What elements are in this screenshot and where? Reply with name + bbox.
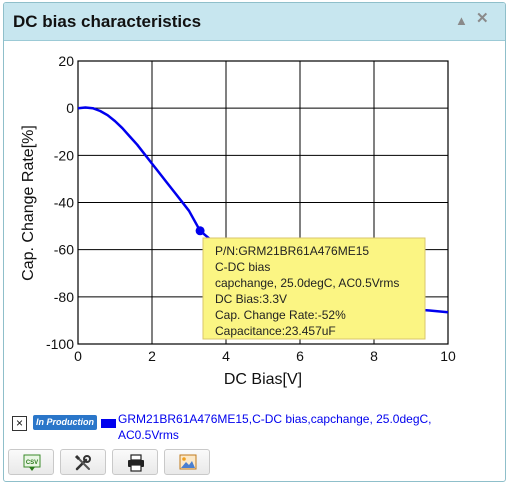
dc-bias-chart: 0 2 4 6 8 10 20 0 -20 -40 -60 -80 -100 Cap. Change R… <box>20 53 456 388</box>
in-production-badge: In Production <box>33 415 97 430</box>
triangle-up-icon[interactable]: ▲ <box>455 13 468 28</box>
image-export-icon <box>179 454 197 470</box>
y-axis-label: Cap. Change Rate[%] <box>20 125 37 281</box>
x-tick-label: 10 <box>440 348 456 364</box>
y-tick-label: 0 <box>66 100 74 116</box>
print-button[interactable] <box>112 449 158 475</box>
y-tick-label: -80 <box>54 289 74 305</box>
highlight-point[interactable] <box>195 226 205 236</box>
y-tick-label: -60 <box>54 242 74 258</box>
settings-tools-button[interactable] <box>60 449 106 475</box>
svg-text:CSV: CSV <box>26 460 38 466</box>
legend-entry-text[interactable]: GRM21BR61A476ME15,C-DC bias,capchange, 2… <box>118 412 432 442</box>
close-icon[interactable]: ✕ <box>476 10 489 27</box>
x-tick-label: 6 <box>296 348 304 364</box>
x-tick-label: 4 <box>222 348 230 364</box>
x-tick-label: 0 <box>74 348 82 364</box>
tooltip-line: C-DC bias <box>215 260 270 274</box>
plot-border <box>77 60 449 345</box>
tooltip-line: capchange, 25.0degC, AC0.5Vrms <box>215 276 399 290</box>
x-axis-label: DC Bias[V] <box>224 371 302 388</box>
tooltip-box <box>202 237 426 340</box>
csv-download-button[interactable]: CSV <box>8 449 54 475</box>
y-tick-label: -40 <box>54 195 74 211</box>
x-tick-label: 8 <box>370 348 378 364</box>
panel-title: DC bias characteristics <box>13 12 202 31</box>
legend-remove-button[interactable]: × <box>12 416 27 431</box>
csv-download-icon: CSV <box>23 454 41 471</box>
settings-tools-icon <box>74 454 91 471</box>
image-export-button[interactable] <box>164 449 210 475</box>
y-tick-label: 20 <box>58 53 74 69</box>
tooltip-line: DC Bias:3.3V <box>215 292 287 306</box>
chart-axes: 0 2 4 6 8 10 20 0 -20 -40 -60 -80 -100 <box>46 53 456 364</box>
y-tick-label: -20 <box>54 147 74 163</box>
panel-titlebar: DC bias characteristics ▲ ✕ <box>4 3 505 41</box>
y-tick-label: -100 <box>46 336 74 352</box>
tooltip-line: P/N:GRM21BR61A476ME15 <box>215 244 369 258</box>
chart-tooltip: P/N:GRM21BR61A476ME15 C-DC bias capchang… <box>202 237 426 340</box>
print-icon <box>128 454 144 472</box>
tooltip-line: Cap. Change Rate:-52% <box>215 308 346 322</box>
series-color-swatch <box>101 419 116 428</box>
chart-legend: × In Production GRM21BR61A476ME15,C-DC b… <box>12 410 492 444</box>
tooltip-line: Capacitance:23.457uF <box>215 324 336 338</box>
x-tick-label: 2 <box>148 348 156 364</box>
